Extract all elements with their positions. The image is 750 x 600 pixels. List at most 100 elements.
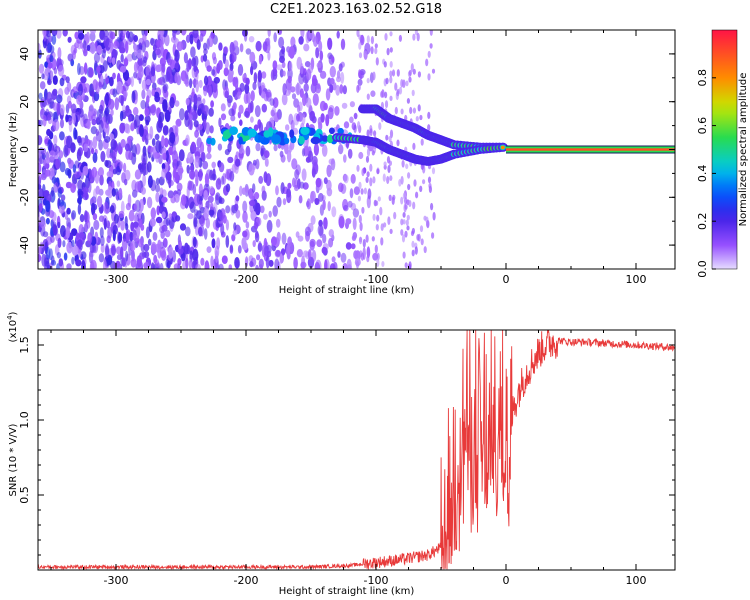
noise-speck	[151, 88, 156, 97]
noise-speck	[50, 259, 57, 266]
noise-speck	[105, 77, 110, 85]
noise-speck	[232, 76, 237, 87]
noise-speck	[118, 232, 123, 244]
noise-speck	[216, 63, 221, 74]
noise-speck	[194, 155, 200, 169]
noise-speck	[237, 64, 244, 76]
noise-speck	[388, 194, 392, 201]
noise-speck	[68, 159, 74, 169]
noise-speck	[406, 225, 410, 231]
noise-speck	[359, 222, 363, 232]
noise-speck	[224, 59, 229, 69]
noise-speck	[296, 113, 300, 122]
noise-speck	[358, 236, 363, 245]
noise-speck	[177, 247, 184, 255]
noise-speck	[260, 82, 266, 94]
noise-speck	[405, 163, 409, 170]
noise-speck	[211, 161, 216, 169]
noise-speck	[42, 114, 47, 127]
noise-speck	[329, 77, 335, 85]
noise-speck	[109, 205, 115, 214]
noise-speck	[92, 79, 98, 91]
noise-speck	[161, 211, 166, 219]
noise-speck	[427, 50, 431, 58]
carrier-blob	[328, 127, 335, 135]
noise-speck	[304, 226, 311, 237]
noise-speck	[103, 35, 110, 48]
noise-speck	[427, 176, 432, 184]
noise-speck	[387, 165, 391, 173]
y-scale-exponent: 4	[6, 315, 14, 320]
noise-speck	[51, 186, 55, 197]
noise-speck	[141, 79, 147, 91]
noise-speck	[78, 249, 82, 258]
noise-speck	[118, 187, 123, 200]
noise-speck	[272, 60, 278, 71]
noise-speck	[261, 91, 266, 99]
noise-speck	[66, 135, 73, 149]
noise-speck	[150, 66, 155, 77]
noise-speck	[401, 160, 405, 168]
noise-speck	[248, 199, 256, 207]
noise-speck	[400, 196, 404, 205]
noise-speck	[106, 171, 113, 178]
noise-speck	[352, 208, 360, 218]
noise-speck	[47, 78, 52, 86]
noise-speck	[200, 257, 205, 266]
noise-speck	[163, 137, 169, 148]
noise-speck	[204, 173, 209, 184]
noise-speck	[56, 252, 62, 259]
noise-speck	[232, 102, 237, 110]
noise-speck	[99, 235, 105, 246]
noise-speck	[113, 213, 119, 224]
noise-speck	[173, 165, 177, 178]
noise-speck	[321, 246, 327, 254]
noise-speck	[167, 58, 172, 66]
noise-speck	[300, 62, 304, 75]
noise-speck	[47, 62, 53, 69]
noise-speck	[244, 228, 250, 241]
noise-speck	[315, 47, 320, 59]
noise-speck	[91, 166, 98, 178]
noise-speck	[202, 160, 209, 170]
y-tick-label: 40	[18, 47, 31, 61]
noise-speck	[59, 77, 65, 87]
noise-speck	[162, 152, 167, 161]
noise-speck	[365, 176, 369, 183]
noise-speck	[124, 56, 128, 67]
noise-speck	[235, 195, 240, 202]
noise-speck	[380, 223, 384, 232]
noise-speck	[64, 167, 71, 176]
noise-speck	[398, 86, 403, 95]
noise-speck	[62, 30, 68, 37]
noise-speck	[250, 90, 255, 102]
noise-speck	[161, 196, 168, 203]
noise-speck	[358, 151, 364, 160]
noise-speck	[207, 144, 212, 154]
colorbar-tick-label: 0.0	[696, 260, 709, 278]
noise-speck	[127, 31, 134, 43]
noise-speck	[237, 245, 242, 254]
noise-speck	[305, 97, 312, 108]
noise-speck	[323, 102, 328, 111]
noise-speck	[168, 246, 174, 259]
noise-speck	[188, 58, 192, 70]
noise-speck	[372, 176, 376, 184]
carrier-blob	[310, 136, 321, 145]
noise-speck	[213, 76, 220, 84]
noise-speck	[384, 100, 389, 109]
noise-speck	[187, 213, 194, 220]
noise-speck	[220, 175, 225, 185]
noise-speck	[235, 151, 239, 159]
noise-speck	[209, 125, 214, 134]
noise-speck	[78, 194, 82, 205]
noise-speck	[111, 245, 116, 256]
noise-speck	[253, 192, 260, 200]
noise-speck	[53, 134, 58, 145]
noise-speck	[56, 94, 63, 104]
noise-speck	[165, 150, 169, 163]
noise-speck	[189, 170, 196, 180]
noise-speck	[45, 30, 51, 38]
noise-speck	[244, 185, 249, 193]
noise-speck	[312, 93, 319, 106]
